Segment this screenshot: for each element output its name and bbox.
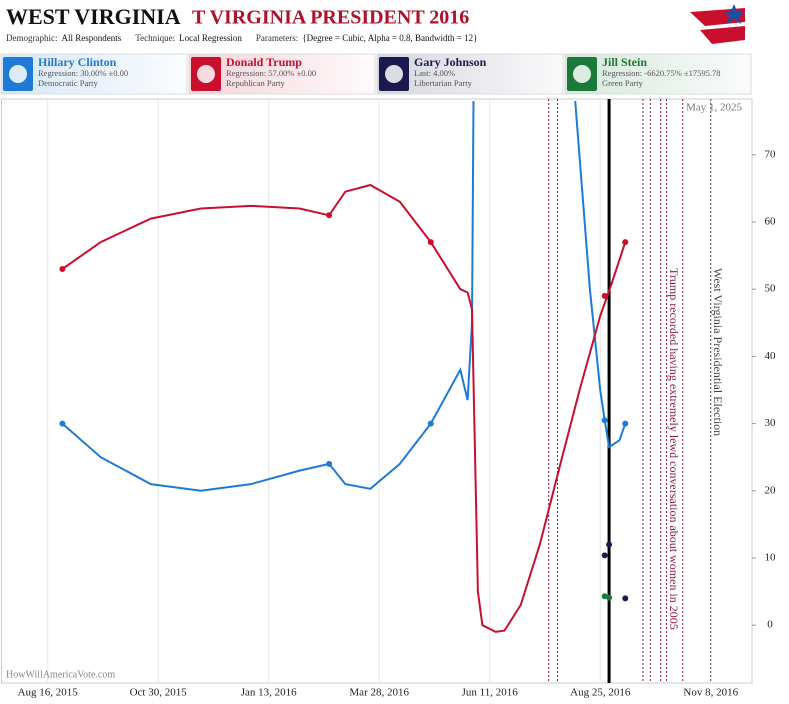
poll-point [622, 420, 629, 427]
y-tick-label: 60 [765, 216, 777, 228]
annotation: West Virginia Presidential Election [711, 268, 725, 436]
x-tick-label: Aug 25, 2016 [570, 687, 631, 699]
poll-point [601, 417, 608, 424]
x-tick-label: Nov 8, 2016 [683, 687, 738, 699]
poll-point [326, 212, 333, 219]
poll-point [622, 595, 629, 602]
legend-party: Libertarian Party [414, 78, 473, 88]
y-tick-label: 20 [765, 484, 777, 496]
legend-icon-glyph [9, 65, 27, 83]
date-note: May 1, 2025 [686, 102, 742, 114]
info-line: Demographic: All Respondents Technique: Loc… [6, 33, 477, 43]
y-tick-label: 0 [767, 619, 773, 631]
y-tick-label: 10 [765, 552, 777, 564]
info-value: Local Regression [179, 33, 242, 43]
legend-name: Donald Trump [226, 55, 302, 69]
poll-point [601, 552, 608, 559]
poll-point [427, 239, 434, 246]
legend-detail: Regression: 57.00% ±0.00 [226, 68, 316, 78]
poll-point [606, 594, 613, 601]
legend-party: Republican Party [226, 78, 286, 88]
info-label: Parameters: [256, 33, 298, 43]
poll-point [59, 266, 66, 273]
x-tick-label: Jan 13, 2016 [241, 687, 297, 699]
legend-name: Jill Stein [602, 55, 647, 69]
annotation: Trump recorded having extremely lewd con… [667, 268, 681, 630]
legend-detail: Last: 4.00% [414, 68, 455, 78]
chart-subtitle: T VIRGINIA PRESIDENT 2016 [192, 7, 469, 29]
legend-party: Green Party [602, 78, 644, 88]
legend-detail: Regression: 30.00% ±0.00 [38, 68, 128, 78]
y-tick-label: 50 [765, 283, 777, 295]
y-tick-label: 70 [765, 148, 777, 160]
poll-point [601, 292, 608, 299]
x-tick-label: Jun 11, 2016 [462, 687, 519, 699]
legend-name: Hillary Clinton [38, 55, 117, 69]
info-value: {Degree = Cubic, Alpha = 0.8, Bandwidth … [302, 33, 477, 43]
x-tick-label: Oct 30, 2015 [130, 687, 188, 699]
legend-icon-glyph [385, 65, 403, 83]
plot-area [1, 98, 753, 684]
poll-point [622, 239, 629, 246]
watermark: HowWillAmericaVote.com [6, 669, 115, 680]
info-label: Demographic: [6, 33, 57, 43]
legend-icon-glyph [573, 65, 591, 83]
poll-point [606, 541, 613, 548]
info-label: Technique: [135, 33, 175, 43]
plot: Aug 16, 2015 Oct 30, 2015 Jan 13, 2016 Mar … [6, 99, 776, 699]
logo [690, 4, 745, 44]
poll-point [59, 420, 66, 427]
legend-detail: Regression: -6620.75% ±17595.78 [602, 68, 720, 78]
chart-title: WEST VIRGINIA [6, 4, 181, 29]
legend-party: Democratic Party [38, 78, 98, 88]
x-tick-label: Mar 28, 2016 [349, 687, 409, 699]
y-tick-label: 40 [765, 350, 777, 362]
legend-icon-glyph [197, 65, 215, 83]
legend-name: Gary Johnson [414, 55, 487, 69]
poll-point [326, 460, 333, 467]
info-value: All Respondents [61, 33, 121, 43]
y-tick-label: 30 [765, 417, 777, 429]
poll-point [427, 420, 434, 427]
x-tick-label: Aug 16, 2015 [18, 687, 79, 699]
regression-line [61, 183, 627, 633]
